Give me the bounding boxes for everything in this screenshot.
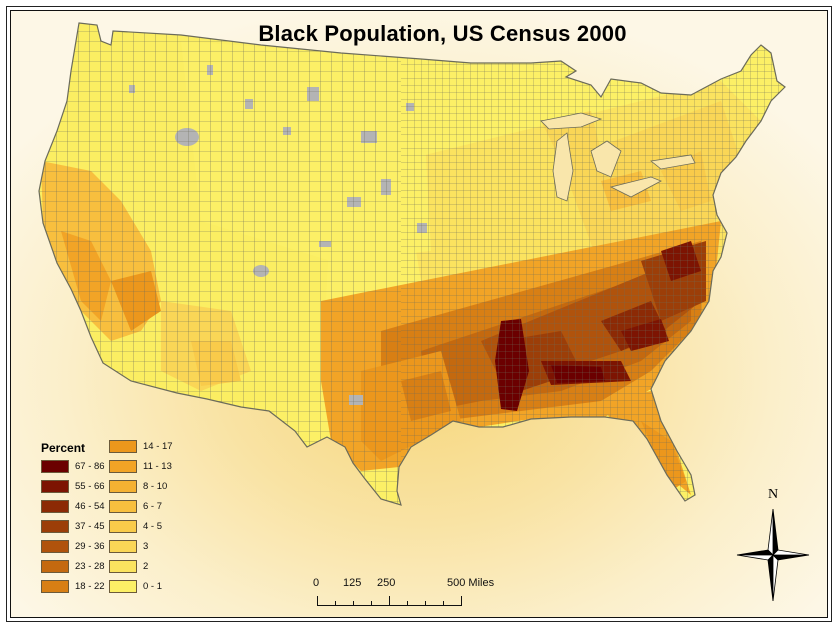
legend-item: 6 - 7 [109,499,173,514]
legend-label: 18 - 22 [75,581,105,592]
legend-item: 8 - 10 [109,479,173,494]
legend-swatch [109,540,137,553]
scale-tick [389,596,390,606]
scale-label-125: 125 [343,577,362,589]
map-title: Black Population, US Census 2000 [258,21,627,46]
legend-label: 23 - 28 [75,561,105,572]
legend-swatch [41,480,69,493]
legend-swatch [41,540,69,553]
scale-tick [317,596,318,606]
legend-swatch [109,580,137,593]
legend-item: 4 - 5 [109,519,173,534]
scale-label-250: 250 [377,577,396,589]
scale-tick [371,601,372,606]
legend-swatch [41,560,69,573]
map-layout: Black Population, US Census 2000 Percent… [10,10,828,618]
legend-item: 14 - 17 [109,439,173,454]
legend-swatch [41,580,69,593]
legend-label: 46 - 54 [75,501,105,512]
scale-tick [335,601,336,606]
legend-item: 2 [109,559,173,574]
legend-label: 55 - 66 [75,481,105,492]
north-label: N [767,487,779,502]
legend-swatch [109,560,137,573]
legend-item: 11 - 13 [109,459,173,474]
choropleth-map [38,22,786,506]
legend-swatch [109,500,137,513]
legend-item: 37 - 45 [41,519,105,534]
scale-tick [407,601,408,606]
legend-label: 11 - 13 [143,461,172,472]
scale-tick [443,601,444,606]
north-arrow: N [733,487,813,601]
legend-swatch [109,480,137,493]
legend-item: 46 - 54 [41,499,105,514]
legend-item: 55 - 66 [41,479,105,494]
legend-swatch [41,520,69,533]
legend-label: 29 - 36 [75,541,105,552]
legend-swatch [109,440,137,453]
legend-item: 0 - 1 [109,579,173,594]
legend-swatch [109,460,137,473]
scale-label-0: 0 [313,577,320,589]
legend-label: 0 - 1 [143,581,163,592]
legend-label: 37 - 45 [75,521,105,532]
compass-rose-icon [736,508,810,601]
legend-label: 3 [143,541,149,552]
legend-item: 67 - 86 [41,459,105,474]
legend-label: 67 - 86 [75,461,105,472]
legend-item: 23 - 28 [41,559,105,574]
legend-label: 14 - 17 [143,441,173,452]
legend-swatch [41,500,69,513]
legend-item: 29 - 36 [41,539,105,554]
legend-swatch [109,520,137,533]
legend-item: 18 - 22 [41,579,105,594]
legend: Percent 67 - 86 55 - 66 46 - 54 37 - 45 … [37,437,237,607]
scale-label-500: 500 Miles [447,577,495,589]
legend-label: 8 - 10 [143,481,168,492]
legend-column-left: 67 - 86 55 - 66 46 - 54 37 - 45 29 - 36 … [41,459,105,594]
legend-column-right: 14 - 17 11 - 13 8 - 10 6 - 7 4 - 5 3 2 0… [109,439,173,594]
scale-bar-line [317,596,462,606]
legend-swatch [41,460,69,473]
outer-frame [6,6,832,622]
scale-tick [425,601,426,606]
legend-label: 6 - 7 [143,501,163,512]
legend-label: 2 [143,561,149,572]
legend-title: Percent [41,441,86,455]
scale-tick [353,601,354,606]
scale-tick [461,596,462,606]
legend-item: 3 [109,539,173,554]
scale-bar: 0 125 250 500 Miles [313,577,523,617]
legend-label: 4 - 5 [143,521,163,532]
